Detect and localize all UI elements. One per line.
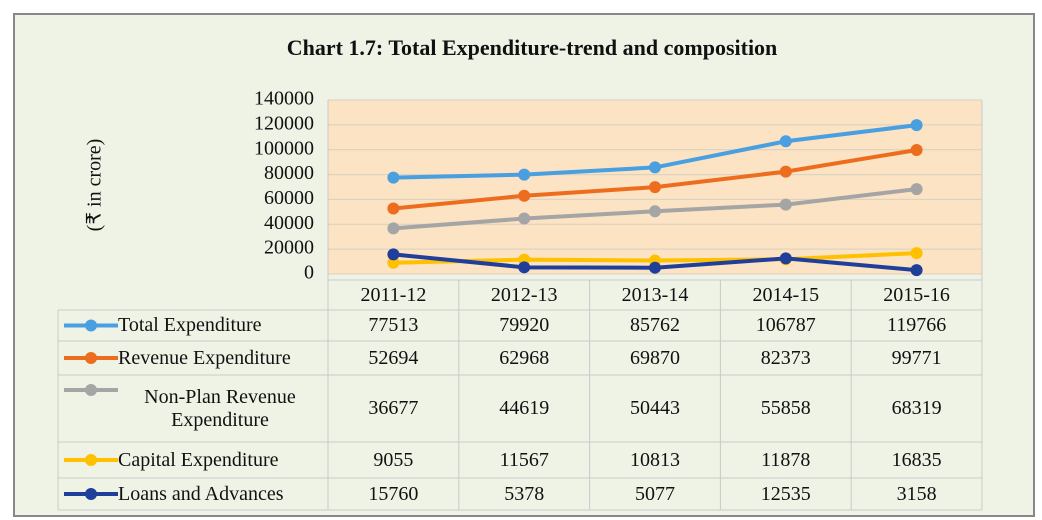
table-value: 119766 [886,314,947,336]
legend-label: Capital Expenditure [118,448,279,471]
data-point [387,222,400,235]
table-value: 9055 [373,448,414,471]
data-point [518,261,531,274]
table-value: 12535 [760,482,811,505]
data-point [779,135,792,148]
y-tick-label: 120000 [254,112,314,134]
table-value: 5378 [504,482,545,505]
table-value: 106787 [755,314,816,336]
legend-marker [85,454,97,466]
data-point [910,264,923,277]
data-point [649,205,661,218]
data-point [779,165,792,178]
data-point [518,189,531,202]
data-point [518,212,531,225]
table-value: 36677 [368,397,419,419]
legend-marker [85,384,97,396]
table-value: 16835 [891,448,942,471]
x-tick-label: 2014-15 [752,283,820,306]
data-point [518,168,531,181]
data-point [910,247,923,260]
y-tick-label: 40000 [264,212,314,234]
legend-label: Revenue Expenditure [118,346,291,369]
x-tick-label: 2011-12 [360,283,427,306]
table-value: 3158 [896,482,937,505]
x-tick-label: 2013-14 [621,283,689,306]
table-value: 15760 [368,482,419,505]
data-point [387,202,400,215]
legend-label: Total Expenditure [118,314,262,336]
data-point [779,252,792,265]
table-value: 44619 [499,397,550,419]
data-point [910,119,923,132]
table-value: 62968 [499,346,550,369]
legend-label: Non-Plan Revenue Expenditure [144,385,296,431]
y-tick-label: 0 [304,262,314,284]
chart-title: Chart 1.7: Total Expenditure-trend and c… [287,35,778,60]
table-value: 68319 [891,397,942,419]
table-value: 10813 [629,448,680,471]
table-value: 50443 [629,397,680,419]
data-point [649,261,661,274]
legend-marker [85,488,97,500]
data-point [910,183,923,196]
data-point [387,256,400,269]
legend-marker [85,319,97,332]
x-tick-label: 2015-16 [883,283,950,306]
data-point [649,181,661,194]
legend-marker [85,352,97,364]
data-point [910,143,923,156]
table-value: 99771 [891,346,942,369]
y-tick-label: 100000 [254,137,314,159]
y-tick-label: 20000 [264,237,314,259]
y-tick-label: 80000 [264,162,314,184]
table-value: 5077 [634,482,675,505]
table-value: 82373 [760,346,811,369]
table-value: 77513 [368,314,419,336]
y-axis-label: (₹ in crore) [84,139,106,232]
data-point [387,171,400,184]
table-value: 52694 [368,346,419,369]
y-tick-label: 60000 [264,187,314,209]
data-point [779,198,792,211]
table-value: 69870 [629,346,680,369]
y-tick-label: 140000 [254,88,314,110]
x-tick-label: 2012-13 [490,283,558,306]
table-value: 79920 [499,314,550,336]
data-point [649,161,661,174]
table-value: 11567 [499,448,549,471]
legend-label: Loans and Advances [118,482,284,505]
table-value: 55858 [760,397,811,419]
table-value: 11878 [761,448,811,471]
data-point [387,248,400,261]
table-value: 85762 [629,314,680,336]
